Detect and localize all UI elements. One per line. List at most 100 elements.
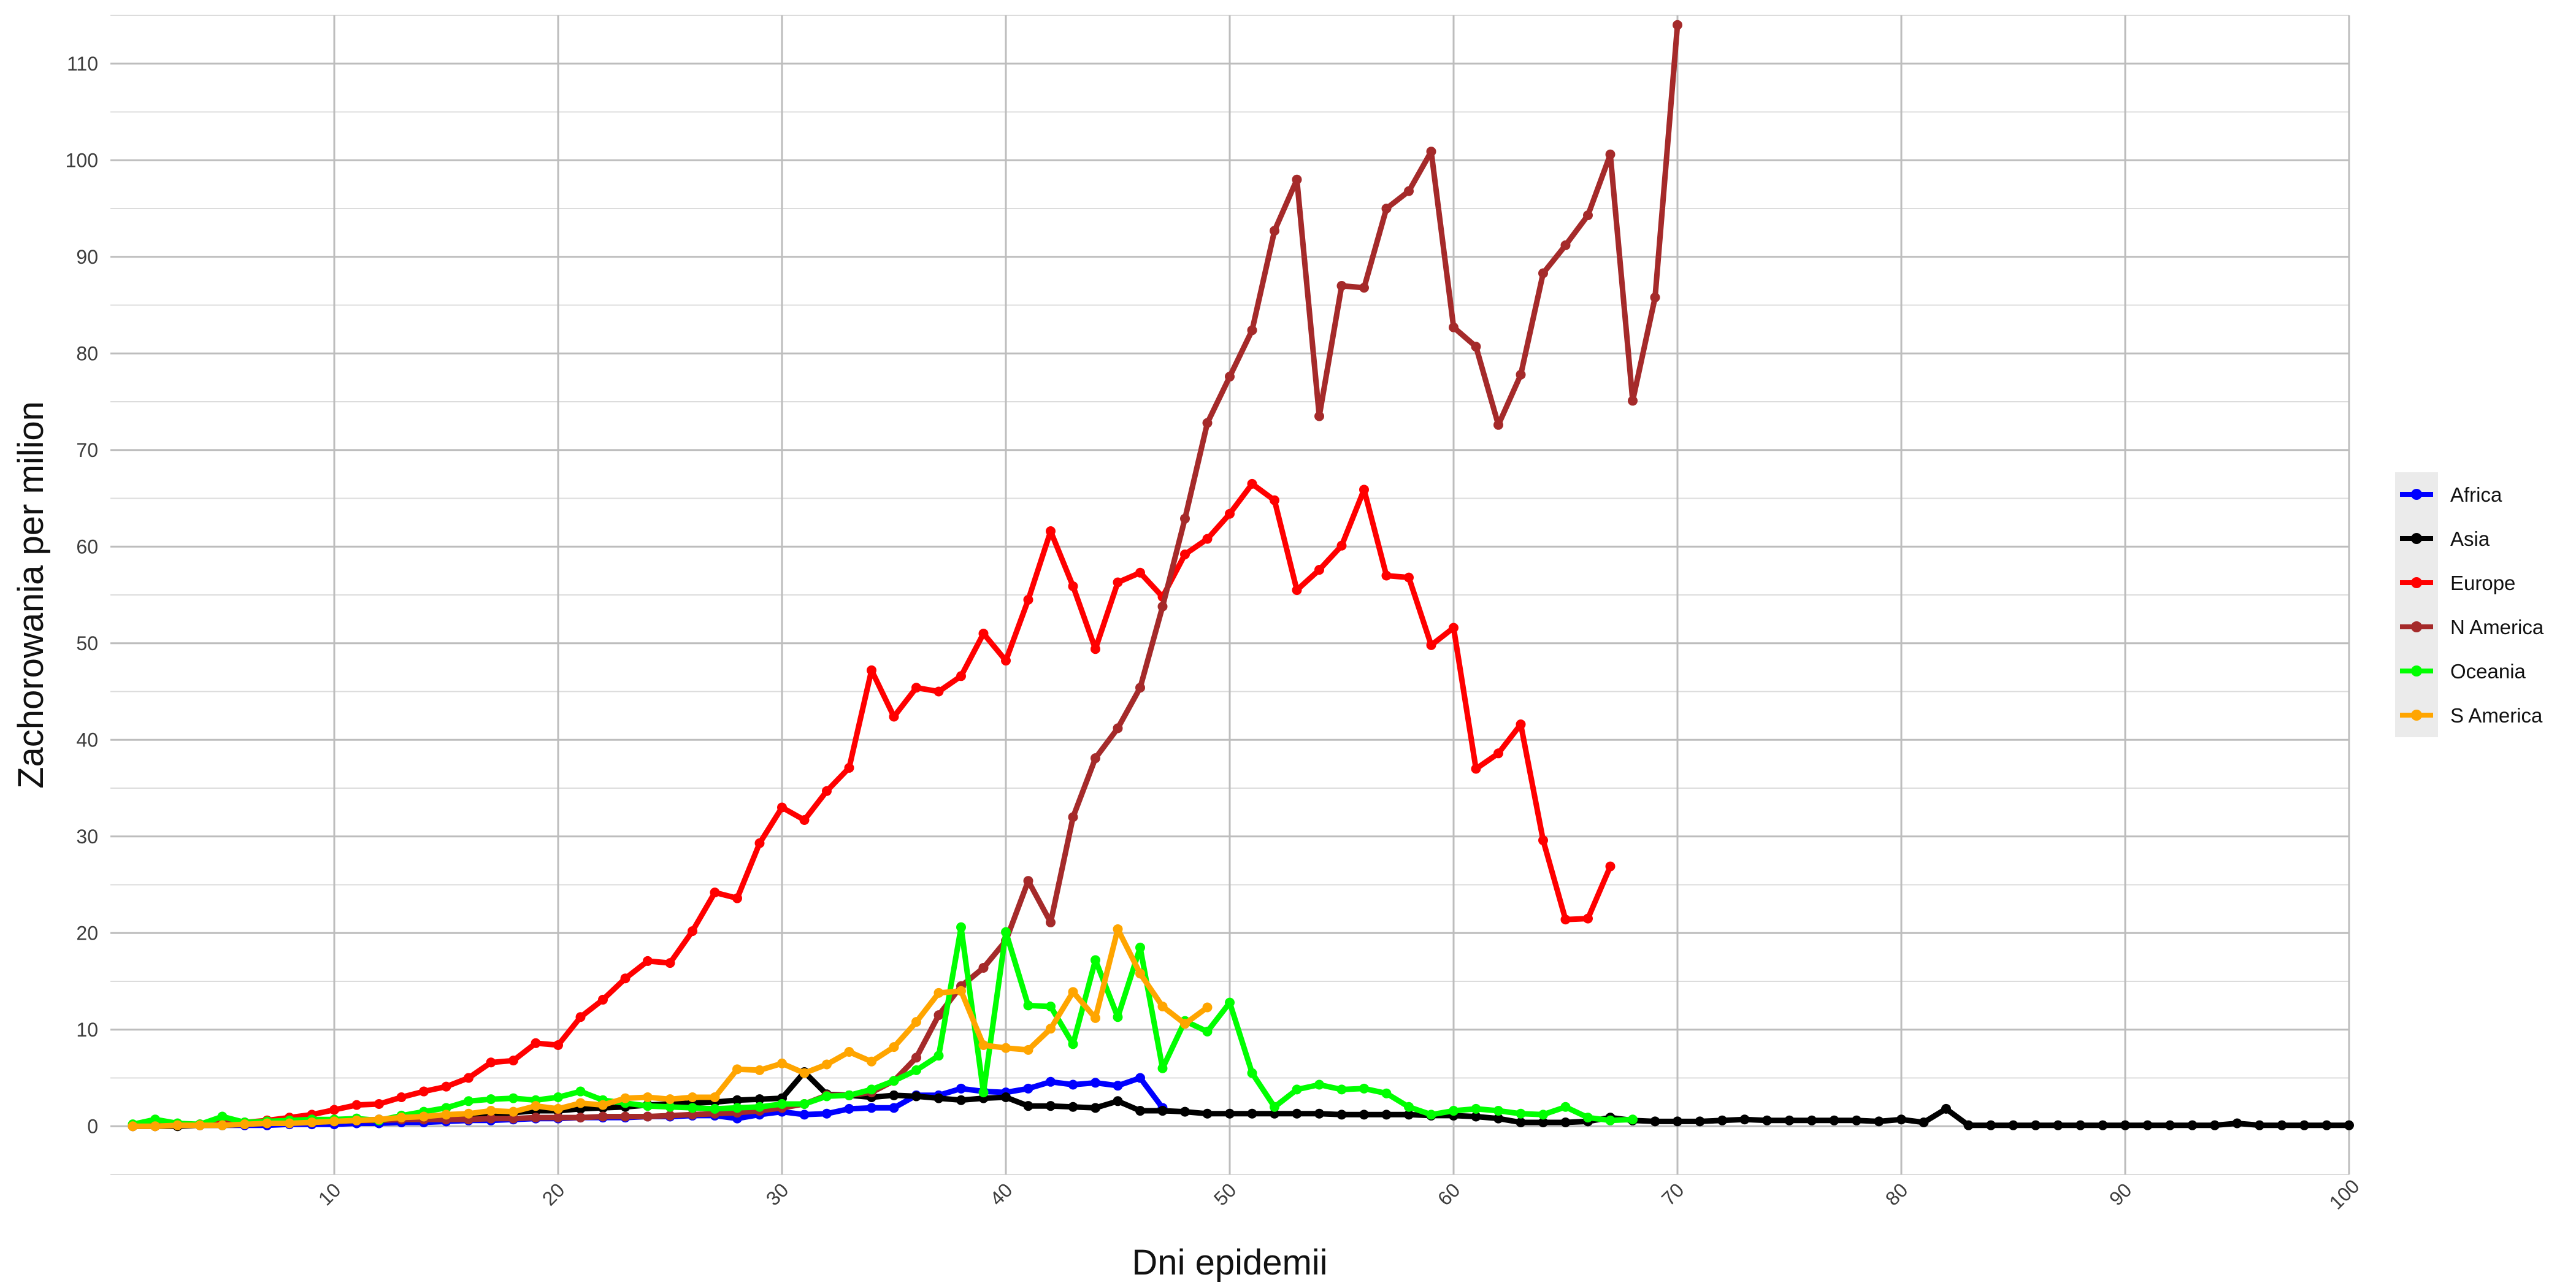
data-point	[1091, 1103, 1100, 1113]
data-point	[2120, 1120, 2130, 1130]
data-point	[1493, 748, 1503, 759]
data-point	[978, 1087, 989, 1098]
data-point	[1270, 1108, 1279, 1119]
data-point	[777, 1099, 787, 1110]
data-point	[1180, 1019, 1190, 1029]
data-point	[1538, 835, 1548, 846]
data-point	[933, 1010, 944, 1021]
data-point	[1449, 1106, 1459, 1116]
data-point	[396, 1092, 407, 1102]
data-point	[2277, 1120, 2287, 1130]
data-point	[329, 1116, 339, 1127]
data-point	[1314, 565, 1324, 575]
data-point	[1493, 1113, 1503, 1124]
data-point	[978, 1040, 989, 1050]
data-point	[710, 1103, 720, 1114]
data-point	[240, 1119, 250, 1130]
data-point	[1135, 683, 1145, 693]
y-tick-label: 90	[76, 246, 98, 268]
data-point	[732, 1095, 742, 1105]
data-point	[285, 1118, 294, 1129]
legend-item: Africa	[2400, 483, 2502, 506]
data-point	[1157, 1106, 1168, 1116]
data-point	[1516, 1108, 1526, 1119]
data-point	[1359, 1083, 1369, 1094]
data-point	[1583, 913, 1593, 924]
legend-label: Europe	[2450, 572, 2515, 594]
data-point	[575, 1113, 586, 1123]
data-point	[2031, 1120, 2041, 1130]
x-tick-label: 100	[2325, 1175, 2364, 1214]
data-point	[1091, 955, 1100, 965]
data-point	[754, 838, 765, 848]
data-point	[1113, 1081, 1123, 1091]
data-point	[1381, 204, 1392, 213]
y-tick-label: 70	[76, 439, 98, 461]
data-point	[1247, 478, 1257, 489]
data-point	[1157, 601, 1168, 611]
data-point	[508, 1093, 518, 1103]
data-point	[754, 1094, 765, 1105]
data-point	[1113, 577, 1123, 588]
data-point	[1135, 1106, 1145, 1116]
data-point	[2076, 1120, 2085, 1130]
data-point	[575, 1012, 586, 1022]
legend-label: Asia	[2450, 527, 2490, 550]
data-point	[1404, 186, 1414, 196]
data-point	[150, 1121, 160, 1132]
data-point	[1292, 1108, 1302, 1119]
data-point	[799, 1068, 810, 1078]
data-point	[1336, 540, 1347, 551]
data-point	[1516, 1117, 1526, 1127]
data-point	[2344, 1120, 2354, 1130]
legend-marker	[2411, 710, 2422, 721]
data-point	[2210, 1120, 2220, 1130]
data-point	[822, 1091, 832, 1102]
data-point	[1963, 1120, 1974, 1130]
data-point	[1091, 1078, 1100, 1088]
data-point	[1314, 1079, 1324, 1090]
data-point	[1673, 20, 1682, 30]
data-point	[1426, 1110, 1436, 1120]
legend-item: Asia	[2400, 527, 2490, 550]
legend-label: N America	[2450, 616, 2544, 638]
data-point	[419, 1111, 429, 1122]
data-point	[1046, 1101, 1056, 1111]
series-europe	[128, 478, 1616, 1130]
data-point	[1247, 1108, 1257, 1119]
data-point	[1180, 1106, 1190, 1117]
data-point	[1247, 1068, 1257, 1078]
data-point	[351, 1100, 362, 1110]
data-point	[1292, 1084, 1302, 1095]
data-point	[1023, 594, 1033, 605]
data-point	[1404, 1110, 1414, 1120]
data-point	[1560, 1117, 1571, 1127]
data-point	[1471, 764, 1481, 774]
data-point	[1113, 1012, 1123, 1022]
y-tick-label: 30	[76, 826, 98, 848]
data-point	[956, 671, 966, 681]
data-point	[1001, 927, 1011, 937]
x-tick-label: 70	[1657, 1179, 1689, 1210]
data-point	[799, 1110, 810, 1120]
y-tick-label: 10	[76, 1019, 98, 1041]
data-point	[1605, 861, 1616, 872]
data-point	[1762, 1115, 1772, 1125]
data-point	[844, 1103, 854, 1114]
data-point	[1381, 570, 1392, 581]
y-tick-label: 50	[76, 632, 98, 654]
legend-marker	[2411, 489, 2422, 500]
data-point	[1807, 1115, 1817, 1125]
data-point	[956, 986, 966, 996]
data-point	[1426, 147, 1436, 157]
data-point	[1135, 567, 1145, 578]
data-point	[688, 1110, 697, 1120]
data-point	[2187, 1120, 2198, 1130]
data-point	[396, 1113, 407, 1123]
data-point	[1941, 1103, 1951, 1114]
data-point	[1292, 174, 1302, 185]
legend: Africa Asia Europe N America Oceania S Americ…	[2395, 472, 2544, 737]
data-point	[1583, 210, 1593, 221]
data-point	[1404, 1102, 1414, 1112]
data-point	[1135, 968, 1145, 979]
